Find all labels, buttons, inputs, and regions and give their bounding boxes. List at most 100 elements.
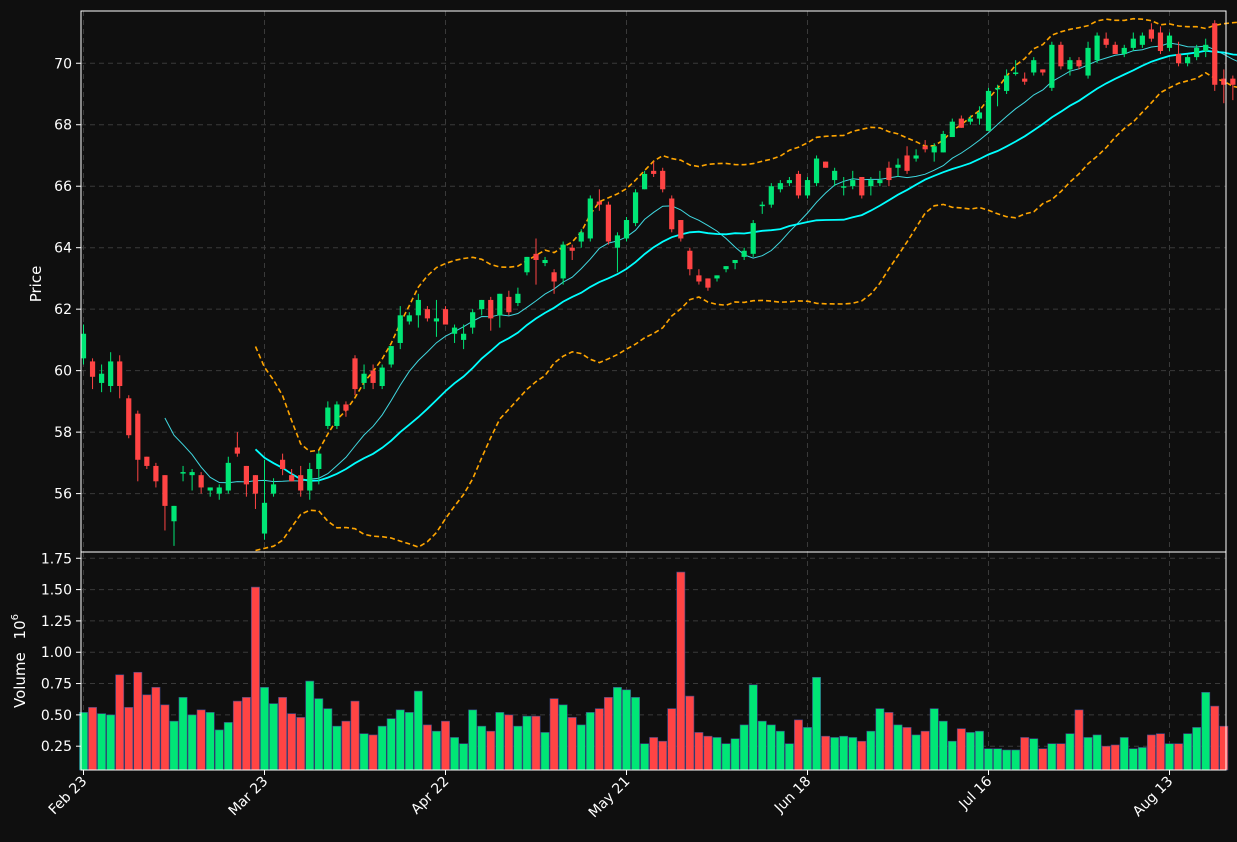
volume-bar xyxy=(947,740,957,771)
volume-bar xyxy=(495,712,505,771)
volume-bar xyxy=(603,697,613,771)
candle xyxy=(361,364,367,390)
volume-bar xyxy=(413,690,423,771)
candle-body xyxy=(379,367,385,387)
volume-bar xyxy=(395,709,405,771)
upper-band-line xyxy=(254,17,1237,453)
candle xyxy=(1004,69,1010,94)
volume-bar xyxy=(214,729,224,771)
candle-body xyxy=(687,250,693,270)
volume-bar xyxy=(1165,743,1174,771)
volume-bar xyxy=(1011,749,1021,771)
volume-bar xyxy=(260,687,269,771)
candle-body xyxy=(614,235,621,248)
candle xyxy=(451,324,458,343)
candle-body xyxy=(424,309,430,319)
candle-body xyxy=(913,155,919,159)
candle xyxy=(1139,32,1145,48)
volume-bar xyxy=(956,728,966,771)
volume-bar xyxy=(594,708,604,771)
x-tick-label: Feb 23 xyxy=(46,774,91,819)
candle-body xyxy=(1166,35,1173,48)
candle xyxy=(533,238,539,285)
panel-frames xyxy=(80,10,1227,771)
candle-body xyxy=(877,180,883,184)
volume-bar xyxy=(1047,743,1057,771)
volume-bar xyxy=(549,698,559,771)
candle xyxy=(89,358,96,390)
volume-bar xyxy=(232,700,242,771)
candle xyxy=(578,229,584,248)
candle xyxy=(189,469,195,491)
candle-body xyxy=(886,167,892,181)
volume-bar xyxy=(97,713,107,771)
volume-bar xyxy=(522,715,532,771)
candle xyxy=(759,201,765,214)
candle xyxy=(841,176,847,196)
candle xyxy=(497,293,503,328)
candle-body xyxy=(370,370,376,383)
candle xyxy=(370,364,376,390)
candle xyxy=(198,472,204,494)
volume-bar xyxy=(730,738,740,771)
volume-bar xyxy=(368,734,378,771)
candle-body xyxy=(397,315,403,343)
candle-body xyxy=(1085,47,1091,76)
candle xyxy=(958,115,964,128)
volume-bar xyxy=(314,698,324,771)
candle-body xyxy=(1094,35,1100,61)
candle-body xyxy=(786,180,792,184)
volume-bar xyxy=(748,684,758,771)
volume-bar xyxy=(585,712,595,771)
candle-body xyxy=(415,299,421,316)
candle xyxy=(225,456,231,494)
volume-bar xyxy=(649,737,659,771)
candle xyxy=(605,201,611,245)
candle xyxy=(832,167,838,187)
candle-body xyxy=(470,312,476,328)
candle xyxy=(207,487,213,497)
candle-body xyxy=(542,259,548,264)
volume-bar xyxy=(821,735,831,771)
volume-bar xyxy=(278,697,288,771)
candle xyxy=(804,176,811,199)
volume-bar xyxy=(305,680,315,771)
volume-bar xyxy=(477,725,487,771)
volume-bar xyxy=(269,703,278,771)
candle-body xyxy=(1103,38,1109,45)
price-tick-label: 68 xyxy=(54,118,72,134)
candle xyxy=(623,216,630,242)
candle-body xyxy=(669,198,675,230)
volume-bar xyxy=(486,730,496,771)
candle xyxy=(967,115,973,125)
candle-body xyxy=(461,333,467,340)
candle xyxy=(732,259,738,270)
candle-body xyxy=(596,201,602,205)
candle xyxy=(1157,26,1164,55)
volume-bar xyxy=(911,734,921,771)
candle xyxy=(307,462,313,500)
x-tick-label: Jul 16 xyxy=(956,773,996,813)
price-tick-label: 70 xyxy=(54,56,72,72)
candle-body xyxy=(99,373,105,383)
candle xyxy=(741,247,747,260)
candle xyxy=(1121,44,1127,58)
candle xyxy=(325,401,331,430)
volume-tick-label: 1.25 xyxy=(41,614,72,630)
candle-body xyxy=(280,459,286,470)
volume-bar xyxy=(658,740,668,771)
candle-body xyxy=(207,487,213,491)
candle-body xyxy=(198,475,204,488)
candle-body xyxy=(578,232,584,242)
volume-bar xyxy=(830,737,840,771)
candle-body xyxy=(261,502,268,534)
price-tick-label: 56 xyxy=(54,487,72,503)
lower-band-line xyxy=(255,71,1237,552)
candle-body xyxy=(768,186,774,205)
volume-tick-label: 0.75 xyxy=(41,677,72,693)
candle xyxy=(117,355,123,399)
candle xyxy=(823,161,829,168)
volume-bar xyxy=(178,697,188,771)
candle-body xyxy=(1194,47,1200,58)
